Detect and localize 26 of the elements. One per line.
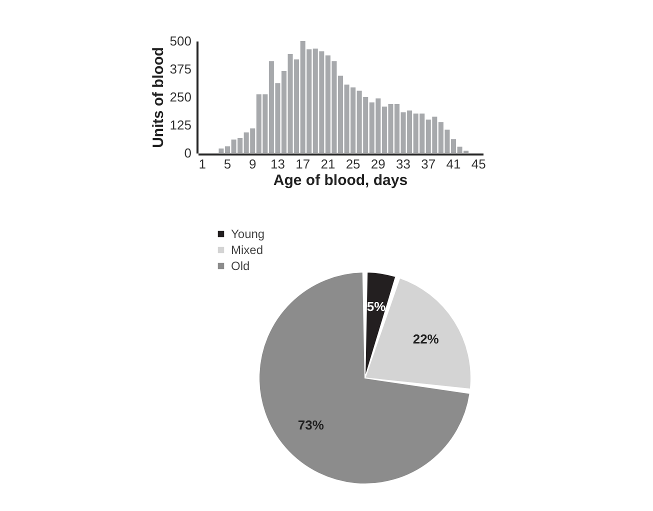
x-tick-label: 17 — [296, 156, 310, 172]
x-tick-label: 9 — [248, 156, 256, 172]
legend-label: Mixed — [231, 243, 264, 257]
x-tick-label: 25 — [346, 156, 360, 172]
x-tick-label: 13 — [270, 156, 285, 172]
y-tick-label: 375 — [170, 62, 192, 76]
pie-slice — [258, 272, 470, 484]
y-tick-label: 500 — [170, 34, 192, 48]
x-tick-label: 21 — [320, 156, 336, 172]
y-axis-title: Units of blood — [150, 47, 167, 148]
x-tick-label: 1 — [198, 156, 206, 172]
y-tick-label: 250 — [170, 90, 192, 104]
x-tick-label: 41 — [446, 156, 461, 172]
legend-label: Old — [231, 259, 250, 273]
x-tick-label: 45 — [471, 156, 486, 172]
data-label: 22% — [412, 331, 440, 346]
data-label: 5% — [366, 298, 386, 314]
data-label: 73% — [298, 418, 324, 433]
legend-label: Young — [231, 227, 265, 241]
x-tick-label: 37 — [421, 156, 436, 172]
x-axis-title: Age of blood, days — [272, 172, 409, 189]
x-tick-label: 5 — [224, 156, 232, 172]
y-tick-label: 0 — [184, 146, 192, 160]
x-tick-label: 33 — [396, 156, 411, 172]
y-tick-label: 125 — [170, 118, 192, 132]
x-tick-label: 29 — [370, 156, 386, 172]
